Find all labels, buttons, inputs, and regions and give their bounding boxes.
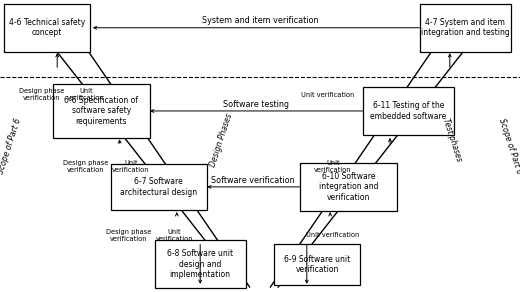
Text: Unit verification: Unit verification <box>301 92 354 98</box>
FancyBboxPatch shape <box>275 244 360 285</box>
Text: Scope of Part 6: Scope of Part 6 <box>0 117 22 175</box>
FancyBboxPatch shape <box>54 84 150 138</box>
Text: 4-6 Technical safety
concept: 4-6 Technical safety concept <box>9 18 85 37</box>
FancyBboxPatch shape <box>301 163 397 211</box>
Text: 6-11 Testing of the
embedded software: 6-11 Testing of the embedded software <box>370 101 446 121</box>
Text: 6-7 Software
architectural design: 6-7 Software architectural design <box>120 177 197 197</box>
Text: Unit
verification: Unit verification <box>67 88 105 101</box>
FancyBboxPatch shape <box>420 4 511 52</box>
Text: Design phase
verification: Design phase verification <box>19 88 64 101</box>
Text: 6-8 Software unit
design and
implementation: 6-8 Software unit design and implementat… <box>167 249 233 279</box>
Text: Software verification: Software verification <box>212 175 295 185</box>
Text: Design phase
verification: Design phase verification <box>106 229 152 241</box>
Text: Software testing: Software testing <box>224 100 289 109</box>
Text: Unit
verification: Unit verification <box>112 160 150 173</box>
Text: Design phase
verification: Design phase verification <box>63 160 109 173</box>
Text: 4-7 System and item
integration and testing: 4-7 System and item integration and test… <box>421 18 510 37</box>
FancyBboxPatch shape <box>363 87 454 135</box>
Text: Unit
verification: Unit verification <box>155 229 193 241</box>
Text: 6-9 Software unit
verification: 6-9 Software unit verification <box>284 255 350 274</box>
FancyBboxPatch shape <box>111 164 207 210</box>
Text: Design Phases: Design Phases <box>208 112 234 168</box>
Text: System and item verification: System and item verification <box>202 16 318 25</box>
FancyBboxPatch shape <box>155 240 246 288</box>
Text: Unit verification: Unit verification <box>306 232 359 238</box>
Text: 6-10 Software
integration and
verification: 6-10 Software integration and verificati… <box>319 172 378 202</box>
Text: Unit
verification: Unit verification <box>314 160 352 173</box>
FancyBboxPatch shape <box>4 4 90 52</box>
Text: 6-6 Specification of
software safety
requirements: 6-6 Specification of software safety req… <box>64 96 138 126</box>
Text: Scope of Part 6: Scope of Part 6 <box>498 117 520 175</box>
Text: Test phases: Test phases <box>441 117 464 163</box>
